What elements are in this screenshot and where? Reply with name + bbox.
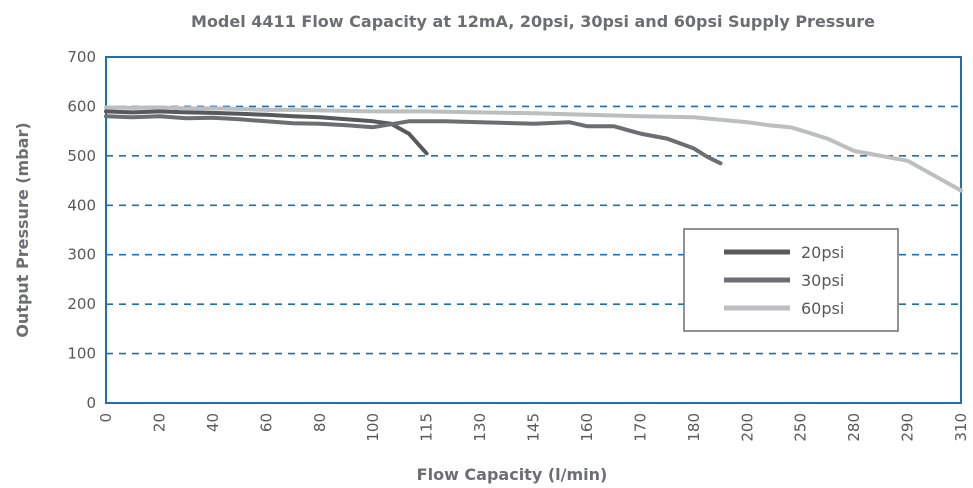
y-tick-label: 100: [67, 345, 96, 363]
y-tick-label: 500: [67, 147, 96, 165]
x-tick-label: 170: [631, 413, 649, 442]
x-tick-label: 130: [471, 413, 489, 442]
y-tick-label: 600: [67, 97, 96, 115]
x-tick-label: 0: [97, 413, 115, 423]
x-tick-label: 200: [738, 413, 756, 442]
x-tick-label: 100: [364, 413, 382, 442]
x-tick-label: 280: [845, 413, 863, 442]
legend-label-60psi: 60psi: [801, 299, 844, 318]
y-axis-ticks: 0 100 200 300 400 500 600 700: [67, 48, 96, 412]
chart-title: Model 4411 Flow Capacity at 12mA, 20psi,…: [191, 12, 875, 31]
plot-area-border: [105, 56, 962, 404]
legend-box: [683, 228, 899, 332]
x-tick-label: 310: [952, 413, 970, 442]
x-tick-label: 290: [899, 413, 917, 442]
y-axis-title: Output Pressure (mbar): [13, 122, 32, 337]
x-tick-label: 180: [685, 413, 703, 442]
x-tick-label: 250: [792, 413, 810, 442]
x-tick-label: 160: [578, 413, 596, 442]
legend-label-30psi: 30psi: [801, 271, 844, 290]
x-tick-label: 145: [525, 413, 543, 442]
x-tick-label: 60: [257, 413, 275, 432]
x-tick-label: 20: [150, 413, 168, 432]
x-axis-title: Flow Capacity (l/min): [417, 465, 608, 484]
y-tick-label: 200: [67, 295, 96, 313]
x-axis-ticks: 0 20 40 60 80 100 115 130 145 160 170 180 200 250 280 2…: [97, 413, 970, 442]
y-tick-label: 0: [86, 394, 96, 412]
x-tick-label: 80: [311, 413, 329, 432]
y-tick-label: 700: [67, 48, 96, 66]
series-lines: [104, 105, 963, 193]
y-tick-label: 300: [67, 246, 96, 264]
x-tick-label: 40: [204, 413, 222, 432]
y-tick-label: 400: [67, 196, 96, 214]
x-tick-label: 115: [418, 413, 436, 442]
series-line-60psi: [104, 105, 963, 193]
legend: 20psi 30psi 60psi: [683, 228, 899, 332]
legend-label-20psi: 20psi: [801, 243, 844, 262]
series-line-30psi: [104, 114, 723, 166]
